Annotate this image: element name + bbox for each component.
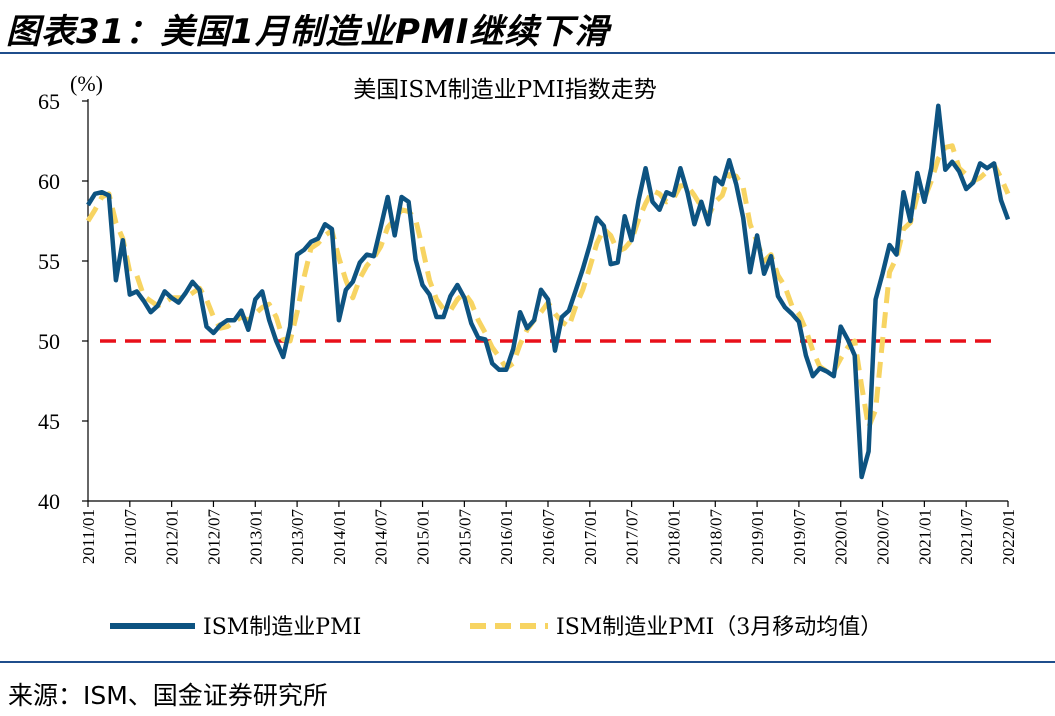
x-tick-label: 2020/07 bbox=[874, 509, 893, 565]
top-divider bbox=[0, 52, 1055, 54]
figure-title: 图表31：美国1月制造业PMI继续下滑 bbox=[6, 12, 610, 52]
y-tick-label: 55 bbox=[38, 249, 60, 274]
y-tick-label: 40 bbox=[38, 489, 60, 514]
x-tick-label: 2011/01 bbox=[79, 509, 98, 564]
x-tick-label: 2019/01 bbox=[748, 509, 767, 565]
x-tick-label: 2018/01 bbox=[664, 509, 683, 565]
x-tick-label: 2017/07 bbox=[623, 509, 642, 565]
legend-label-pmi: ISM制造业PMI bbox=[203, 615, 361, 640]
x-tick-label: 2022/01 bbox=[999, 509, 1018, 565]
x-tick-label: 2015/01 bbox=[414, 509, 433, 565]
legend-label-moving-average: ISM制造业PMI（3月移动均值） bbox=[556, 615, 882, 640]
legend: ISM制造业PMI ISM制造业PMI（3月移动均值） bbox=[110, 615, 882, 640]
x-tick-label: 2015/07 bbox=[455, 509, 474, 565]
x-tick-label: 2021/07 bbox=[957, 509, 976, 565]
y-axis-unit-label: (%) bbox=[70, 71, 103, 96]
x-tick-label: 2018/07 bbox=[706, 509, 725, 565]
x-tick-label: 2013/01 bbox=[246, 509, 265, 565]
y-tick-label: 65 bbox=[38, 89, 60, 114]
chart-title: 美国ISM制造业PMI指数走势 bbox=[353, 77, 657, 103]
x-tick-label: 2014/01 bbox=[330, 509, 349, 565]
x-tick-label: 2021/01 bbox=[915, 509, 934, 565]
x-tick-label: 2016/01 bbox=[497, 509, 516, 565]
x-tick-label: 2012/01 bbox=[163, 509, 182, 565]
y-tick-label: 45 bbox=[38, 409, 60, 434]
source-note: 来源：ISM、国金证券研究所 bbox=[8, 681, 328, 710]
x-tick-label: 2020/01 bbox=[832, 509, 851, 565]
x-tick-label: 2016/07 bbox=[539, 509, 558, 565]
x-tick-label: 2017/01 bbox=[581, 509, 600, 565]
y-tick-label: 50 bbox=[38, 329, 60, 354]
x-tick-label: 2014/07 bbox=[372, 509, 391, 565]
x-tick-label: 2011/07 bbox=[121, 509, 140, 565]
series-pmi-line bbox=[86, 103, 1011, 480]
x-tick-label: 2019/07 bbox=[790, 509, 809, 565]
y-tick-label: 60 bbox=[38, 169, 60, 194]
x-tick-label: 2012/07 bbox=[204, 509, 223, 565]
bottom-divider bbox=[0, 661, 1055, 663]
x-tick-label: 2013/07 bbox=[288, 509, 307, 565]
